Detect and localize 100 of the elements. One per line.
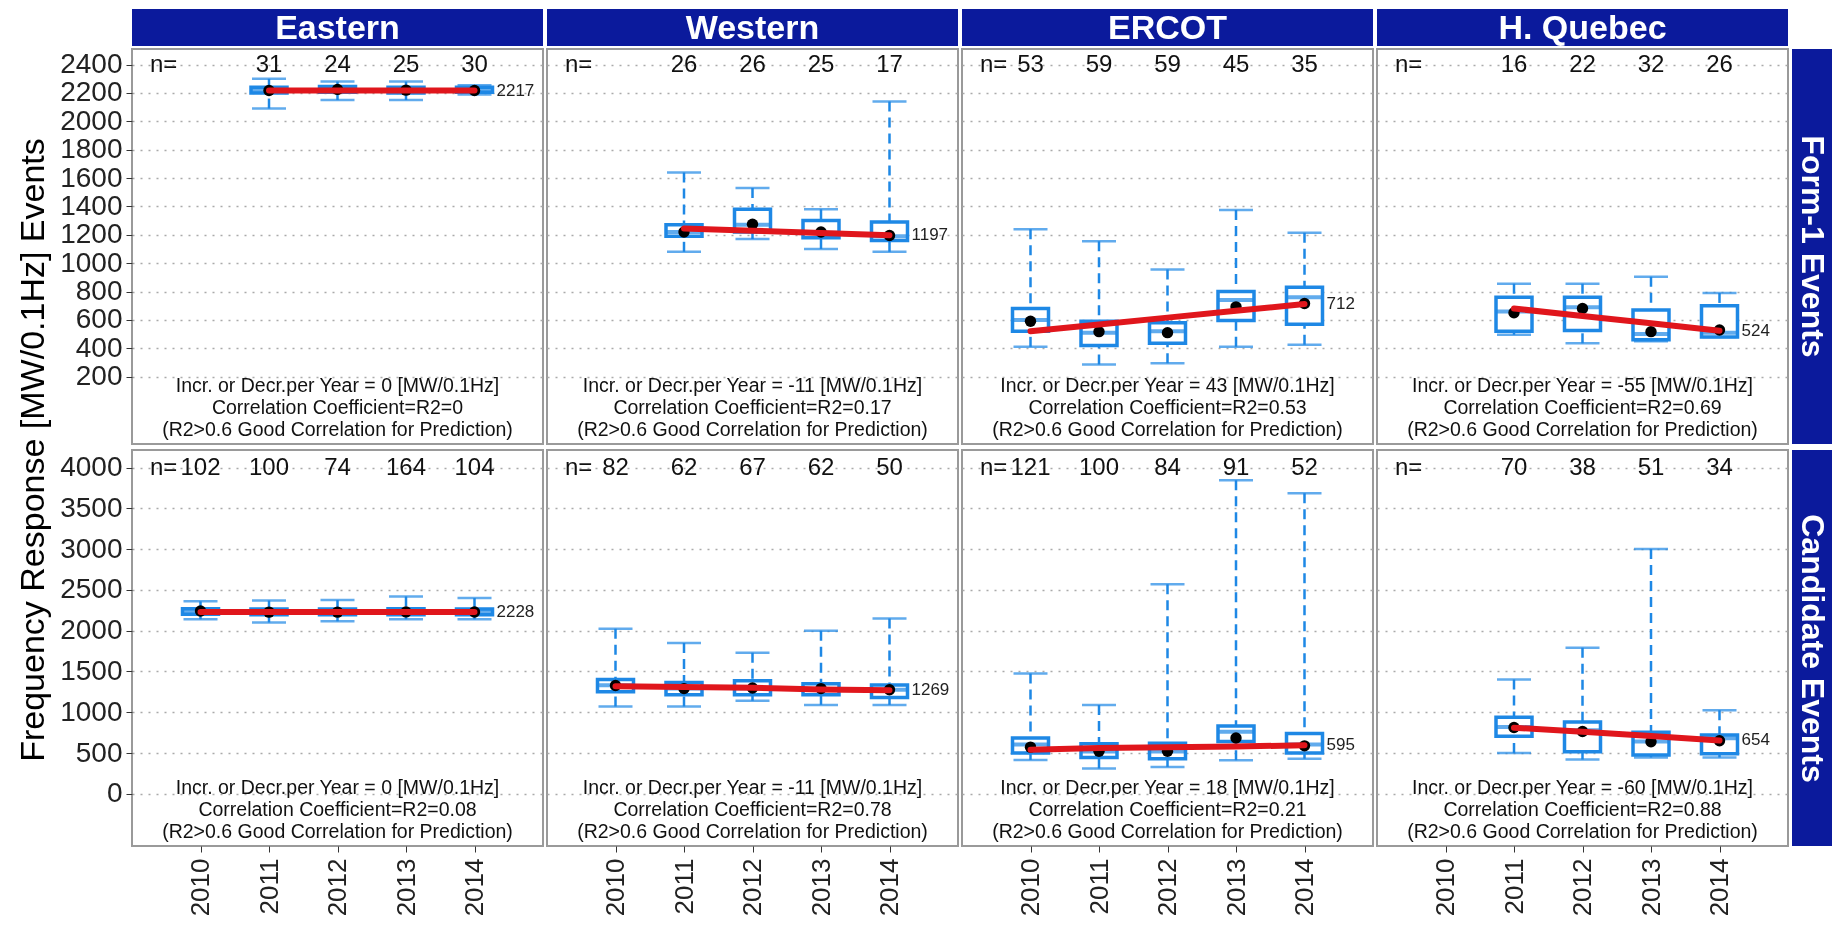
- annotation: (R2>0.6 Good Correlation for Prediction): [577, 418, 928, 440]
- x-tick-label: 2010: [600, 858, 630, 917]
- y-tick-label: 0: [106, 777, 123, 809]
- annotation: n=: [565, 452, 593, 480]
- annotation: n=: [980, 49, 1008, 77]
- data-label: 1269: [911, 680, 950, 700]
- data-label: 2228: [496, 602, 535, 622]
- annotation: n=: [150, 49, 178, 77]
- annotation: 59: [1154, 49, 1181, 77]
- x-tick-label: 2013: [390, 858, 421, 917]
- annotation: 104: [454, 452, 495, 480]
- annotation: 74: [324, 452, 351, 480]
- annotation: 91: [1222, 452, 1250, 480]
- annotation: 26: [739, 49, 766, 77]
- annotation: Correlation Coefficient=R2=0: [211, 396, 464, 418]
- annotation: Correlation Coefficient=R2=0.78: [613, 798, 892, 820]
- y-tick-label: 1000: [60, 695, 123, 727]
- annotation: 25: [392, 49, 420, 77]
- y-tick-label: 2500: [60, 573, 123, 605]
- annotation: n=: [150, 452, 178, 480]
- annotation: 164: [385, 452, 427, 480]
- x-tick-label: 2013: [805, 858, 836, 917]
- annotation: 70: [1500, 452, 1528, 480]
- x-tick-label: 2012: [1567, 858, 1597, 917]
- annotation: 17: [876, 49, 903, 77]
- annotation: 53: [1017, 49, 1044, 77]
- annotation: 52: [1291, 452, 1318, 480]
- x-tick-label: 2010: [1430, 858, 1460, 917]
- x-tick-label: 2012: [737, 858, 767, 917]
- annotation: 121: [1010, 452, 1051, 480]
- annotation: 84: [1154, 452, 1181, 480]
- annotation: n=: [980, 452, 1008, 480]
- annotation: n=: [1395, 452, 1423, 480]
- annotation: Correlation Coefficient=R2=0.08: [198, 798, 477, 820]
- x-tick-label: 2011: [1083, 858, 1114, 915]
- annotation: 25: [807, 49, 835, 77]
- annotation: Incr. or Decr.per Year = -60 [MW/0.1Hz]: [1412, 776, 1753, 798]
- y-tick-label: 4000: [60, 451, 123, 483]
- y-tick-label: 2000: [60, 614, 123, 646]
- y2-axis-title: Candidate Events: [1793, 513, 1831, 783]
- annotation: Correlation Coefficient=R2=0.69: [1443, 396, 1722, 418]
- annotation: 102: [180, 452, 221, 480]
- data-label: 712: [1326, 294, 1355, 314]
- annotation: 51: [1637, 452, 1665, 480]
- annotation: (R2>0.6 Good Correlation for Prediction): [1407, 820, 1758, 842]
- x-tick-label: 2014: [1289, 858, 1319, 917]
- x-tick-label: 2011: [668, 858, 699, 915]
- annotation: 62: [670, 452, 698, 480]
- annotation: 45: [1222, 49, 1250, 77]
- annotation: n=: [565, 49, 593, 77]
- x-tick-label: 2013: [1635, 858, 1666, 917]
- y-tick-label: 3000: [60, 532, 123, 564]
- annotation: Incr. or Decr.per Year = 0 [MW/0.1Hz]: [175, 776, 500, 798]
- y-tick-label: 3500: [60, 491, 123, 523]
- annotation: 38: [1569, 452, 1596, 480]
- annotation: 16: [1500, 49, 1528, 77]
- y-tick-label: 500: [75, 736, 123, 768]
- x-tick-label: 2014: [1704, 858, 1734, 917]
- annotation: Correlation Coefficient=R2=0.21: [1028, 798, 1307, 820]
- annotation: 62: [807, 452, 835, 480]
- annotation: Incr. or Decr.per Year = -11 [MW/0.1Hz]: [582, 776, 923, 798]
- y-tick-label: 1500: [60, 654, 123, 686]
- annotation: 100: [1078, 452, 1120, 480]
- annotation: Correlation Coefficient=R2=0.17: [613, 396, 892, 418]
- x-tick-label: 2013: [1220, 858, 1251, 917]
- x-tick-label: 2011: [1498, 858, 1529, 915]
- x-tick-label: 2010: [185, 858, 215, 917]
- x-tick-label: 2010: [1015, 858, 1045, 917]
- x-tick-label: 2012: [1152, 858, 1182, 917]
- annotation: (R2>0.6 Good Correlation for Prediction): [162, 820, 513, 842]
- annotation: 32: [1637, 49, 1665, 77]
- annotation: Incr. or Decr.per Year = 18 [MW/0.1Hz]: [1000, 776, 1335, 798]
- annotation: 31: [255, 49, 283, 77]
- annotation: 30: [461, 49, 488, 77]
- annotation: Correlation Coefficient=R2=0.88: [1443, 798, 1722, 820]
- annotation: Incr. or Decr.per Year = -55 [MW/0.1Hz]: [1412, 374, 1753, 396]
- annotation: 35: [1291, 49, 1318, 77]
- annotation: 67: [739, 452, 766, 480]
- x-tick-label: 2011: [253, 858, 284, 915]
- annotation: 22: [1569, 49, 1596, 77]
- annotation: 59: [1085, 49, 1113, 77]
- annotation: Incr. or Decr.per Year = 43 [MW/0.1Hz]: [1000, 374, 1335, 396]
- annotation: (R2>0.6 Good Correlation for Prediction): [992, 820, 1343, 842]
- annotation: Incr. or Decr.per Year = 0 [MW/0.1Hz]: [175, 374, 500, 396]
- annotation: n=: [1395, 49, 1423, 77]
- annotation: (R2>0.6 Good Correlation for Prediction): [577, 820, 928, 842]
- data-label: 654: [1741, 730, 1770, 750]
- annotation: 82: [602, 452, 629, 480]
- annotation: (R2>0.6 Good Correlation for Prediction): [992, 418, 1343, 440]
- annotation: 34: [1706, 452, 1733, 480]
- annotation: 50: [876, 452, 903, 480]
- data-label: 524: [1741, 320, 1770, 340]
- y-axis-title: Frequency Response [MW/0.1Hz] Events: [12, 138, 52, 762]
- annotation: 24: [324, 49, 351, 77]
- annotation: Correlation Coefficient=R2=0.53: [1028, 396, 1307, 418]
- x-tick-label: 2014: [874, 858, 904, 917]
- annotation: 26: [670, 49, 698, 77]
- y-tick-label: 200: [75, 360, 123, 392]
- x-tick-label: 2012: [322, 858, 352, 917]
- annotation: (R2>0.6 Good Correlation for Prediction): [1407, 418, 1758, 440]
